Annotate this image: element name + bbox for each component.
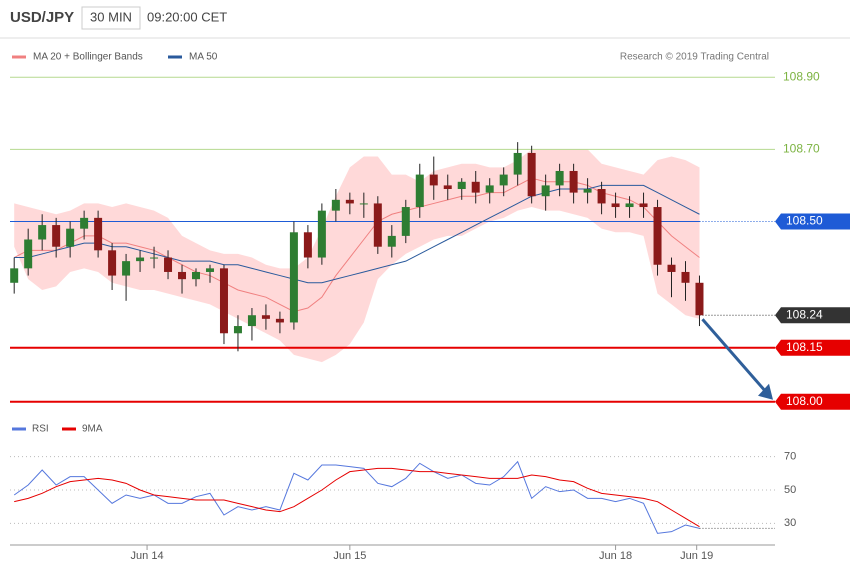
rsi-tick-label: 70 xyxy=(784,451,796,463)
level-label: 108.15 xyxy=(786,340,823,354)
bollinger-band xyxy=(14,149,700,363)
x-tick-label: Jun 14 xyxy=(131,550,164,562)
candle-body xyxy=(359,203,368,205)
candle-body xyxy=(275,318,284,323)
candle-body xyxy=(24,239,33,269)
candle-body xyxy=(667,264,676,272)
candle-body xyxy=(38,225,47,240)
rsi-tick-label: 30 xyxy=(784,517,796,529)
x-tick-label: Jun 15 xyxy=(333,550,366,562)
rsi-tick-label: 50 xyxy=(784,484,796,496)
candle-body xyxy=(583,189,592,193)
projection-arrow xyxy=(701,318,767,392)
candle-body xyxy=(80,217,89,229)
candle-body xyxy=(94,217,103,251)
candle-body xyxy=(303,232,312,258)
symbol: USD/JPY xyxy=(10,9,74,26)
level-label: 108.50 xyxy=(786,214,823,228)
candle-body xyxy=(345,199,354,204)
candle-body xyxy=(401,207,410,236)
rsi-line xyxy=(13,460,700,534)
candle-body xyxy=(122,261,131,276)
interval-box xyxy=(81,6,141,30)
candle-body xyxy=(289,232,298,323)
candle-body xyxy=(261,315,270,319)
candle-body xyxy=(331,199,340,211)
legend-label: MA 20 + Bollinger Bands xyxy=(33,52,143,63)
candle-body xyxy=(219,268,228,334)
interval: 30 MIN xyxy=(90,9,132,24)
candle-body xyxy=(233,326,242,334)
level-tag xyxy=(775,339,850,356)
candle-body xyxy=(695,282,704,316)
candle-body xyxy=(164,257,173,272)
credit: Research © 2019 Trading Central xyxy=(620,52,769,63)
candle-body xyxy=(136,257,145,262)
rsi-ma-line xyxy=(14,467,700,528)
candle-body xyxy=(457,181,466,190)
candle-body xyxy=(471,181,480,193)
candle-body xyxy=(625,203,634,208)
candle-body xyxy=(639,203,648,208)
projection-arrowhead xyxy=(758,383,773,400)
candle-body xyxy=(597,189,606,204)
candle-body xyxy=(499,174,508,186)
candle-body xyxy=(611,203,620,208)
candle-body xyxy=(443,185,452,190)
legend-label: MA 50 xyxy=(189,52,218,63)
candle-body xyxy=(108,250,117,276)
ma20-line xyxy=(13,177,700,313)
candle-body xyxy=(653,207,662,265)
candle-body xyxy=(52,225,61,247)
level-label: 108.90 xyxy=(783,69,820,83)
candle-body xyxy=(513,152,522,175)
level-tag xyxy=(775,393,850,410)
x-tick-label: Jun 18 xyxy=(599,550,632,562)
candle-body xyxy=(178,271,187,280)
legend-label: 9MA xyxy=(82,424,103,435)
candle-body xyxy=(373,203,382,247)
candle-body xyxy=(527,152,536,197)
candle-body xyxy=(10,268,19,283)
level-tag xyxy=(775,213,850,230)
candle-body xyxy=(317,210,326,258)
candle-body xyxy=(569,170,578,193)
candle-body xyxy=(681,271,690,283)
x-tick-label: Jun 19 xyxy=(680,550,713,562)
level-label: 108.00 xyxy=(786,394,823,408)
candle-body xyxy=(387,235,396,247)
level-label: 108.24 xyxy=(786,307,823,321)
candle-body xyxy=(485,185,494,193)
candle-body xyxy=(247,315,256,327)
legend-label: RSI xyxy=(32,424,49,435)
candle-body xyxy=(66,228,75,247)
candle-body xyxy=(555,170,564,186)
level-label: 108.70 xyxy=(783,142,820,156)
candle-body xyxy=(415,174,424,208)
level-tag xyxy=(775,307,850,324)
time: 09:20:00 CET xyxy=(147,9,227,24)
candle-body xyxy=(150,257,159,259)
candle-body xyxy=(205,268,214,272)
candle-body xyxy=(192,271,201,280)
candle-body xyxy=(541,185,550,197)
candle-body xyxy=(429,174,438,186)
